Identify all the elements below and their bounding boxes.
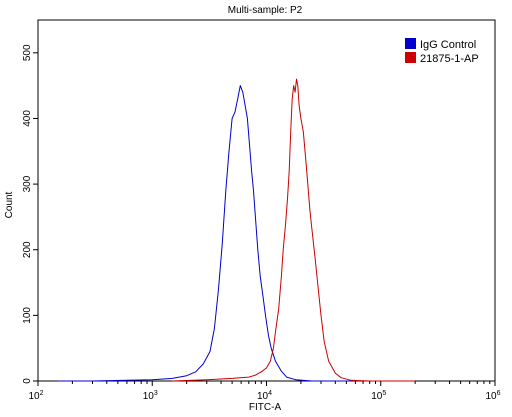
- plot-frame: [37, 19, 496, 382]
- x-tick-exponent: 6: [497, 390, 501, 397]
- legend-label-1: 21875-1-AP: [420, 53, 479, 65]
- y-tick-label: 200: [22, 241, 33, 258]
- legend: IgG Control 21875-1-AP: [405, 38, 479, 65]
- y-axis-label: Count: [4, 191, 15, 218]
- x-tick-base: 10: [143, 391, 155, 402]
- x-tick-label: 103: [143, 390, 158, 402]
- x-tick-exponent: 5: [382, 390, 386, 397]
- x-tick-label: 106: [485, 390, 500, 402]
- y-tick-label: 100: [22, 307, 33, 324]
- x-tick-base: 10: [485, 391, 497, 402]
- y-axis: 0 100 200 300 400 500: [22, 44, 38, 384]
- legend-swatch-0: [405, 38, 416, 49]
- plot-area: [58, 78, 416, 382]
- y-tick-label: 400: [22, 110, 33, 127]
- y-tick-label: 0: [22, 378, 33, 384]
- legend-label-0: IgG Control: [420, 39, 476, 51]
- x-tick-label: 105: [371, 390, 386, 402]
- x-tick-base: 10: [257, 391, 269, 402]
- x-tick-exponent: 4: [268, 390, 272, 397]
- x-axis: 102 103 104 105 106: [28, 381, 501, 402]
- legend-swatch-1: [405, 52, 416, 63]
- x-axis-label: FITC-A: [249, 402, 282, 413]
- x-tick-exponent: 3: [154, 390, 158, 397]
- y-tick-label: 500: [22, 44, 33, 61]
- series-line-0: [58, 85, 381, 382]
- x-tick-label: 102: [28, 390, 43, 402]
- x-tick-base: 10: [28, 391, 40, 402]
- series-line-1: [172, 78, 416, 382]
- chart-title: Multi-sample: P2: [228, 5, 303, 16]
- x-tick-exponent: 2: [40, 390, 44, 397]
- x-tick-label: 104: [257, 390, 272, 402]
- y-tick-label: 300: [22, 175, 33, 192]
- x-tick-base: 10: [371, 391, 383, 402]
